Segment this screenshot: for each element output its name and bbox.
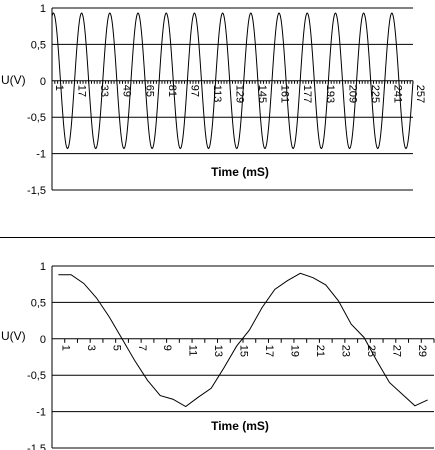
x-tick-label: 27	[390, 345, 402, 357]
x-tick-label: 177	[301, 85, 313, 103]
x-tick-label: 23	[340, 345, 352, 357]
x-tick-label: 15	[238, 345, 250, 357]
x-tick-label: 21	[314, 345, 326, 357]
y-tick-label: -1,5	[27, 443, 46, 450]
series-line	[58, 272, 428, 408]
series-line-path	[58, 272, 428, 408]
x-tick-label: 1	[59, 345, 71, 351]
y-tick-label: -0,5	[27, 370, 46, 382]
y-axis-label: U(V)	[1, 329, 26, 343]
grid-lines	[51, 265, 435, 449]
x-tick-label: 7	[136, 345, 148, 351]
series-line-path	[51, 12, 414, 150]
x-tick-label: 113	[211, 85, 223, 103]
x-axis-label: Time (mS)	[211, 165, 269, 179]
y-tick-label: -1	[36, 407, 46, 419]
x-tick-label: 97	[188, 85, 200, 97]
x-tick-label: 1	[53, 85, 65, 91]
y-tick-label: -0,5	[27, 112, 46, 124]
chart-top: 10,50-0,5-1-1,5 1 17 33 49 65 81 97 113 129 145 16…	[1, 3, 426, 197]
y-axis-label: U(V)	[1, 73, 26, 87]
x-tick-label: 81	[166, 85, 178, 97]
x-tick-label: 33	[98, 85, 110, 97]
x-tick-label: 13	[212, 345, 224, 357]
x-tick-labels: 1 3 5 7 9 11 13 15 17 19 21 23 25 27 29	[59, 345, 428, 357]
y-tick-labels: 1 0,5 0 -0,5 -1 -1,5	[27, 3, 46, 197]
x-tick-label: 17	[263, 345, 275, 357]
x-tick-label: 9	[161, 345, 173, 351]
x-tick-label: 19	[289, 345, 301, 357]
x-tick-label: 193	[324, 85, 336, 103]
series-line	[51, 12, 414, 150]
y-tick-label: 0	[40, 76, 46, 88]
y-tick-labels: 1 0,5 0 -0,5 -1 -1,5	[27, 261, 46, 450]
y-tick-label: 0	[40, 334, 46, 346]
x-tick-label: 5	[110, 345, 122, 351]
y-tick-label: 1	[40, 3, 46, 15]
y-tick-label: -1	[36, 149, 46, 161]
y-tick-label: -1,5	[27, 185, 46, 197]
x-tick-labels: 1 17 33 49 65 81 97 113 129 145 161 177 193 209 225 241…	[53, 85, 426, 103]
x-tick-label: 29	[416, 345, 428, 357]
x-tick-label: 17	[76, 85, 88, 97]
x-tick-label: 161	[279, 85, 291, 103]
x-tick-label: 257	[414, 85, 426, 103]
grid-lines	[51, 7, 414, 191]
y-tick-label: 1	[40, 261, 46, 273]
x-tick-label: 11	[187, 345, 199, 356]
chart-bottom: 10,50-0,5-1-1,5 1 3 5 7 9 11 13 15 17 19 21 23 25 27 2…	[1, 261, 435, 450]
chart-divider	[0, 237, 435, 238]
x-axis-label: Time (mS)	[211, 419, 269, 433]
x-tick-label: 241	[391, 85, 403, 103]
y-tick-label: 0,5	[31, 39, 46, 51]
x-tick-label: 3	[85, 345, 97, 351]
y-tick-label: 0,5	[31, 297, 46, 309]
